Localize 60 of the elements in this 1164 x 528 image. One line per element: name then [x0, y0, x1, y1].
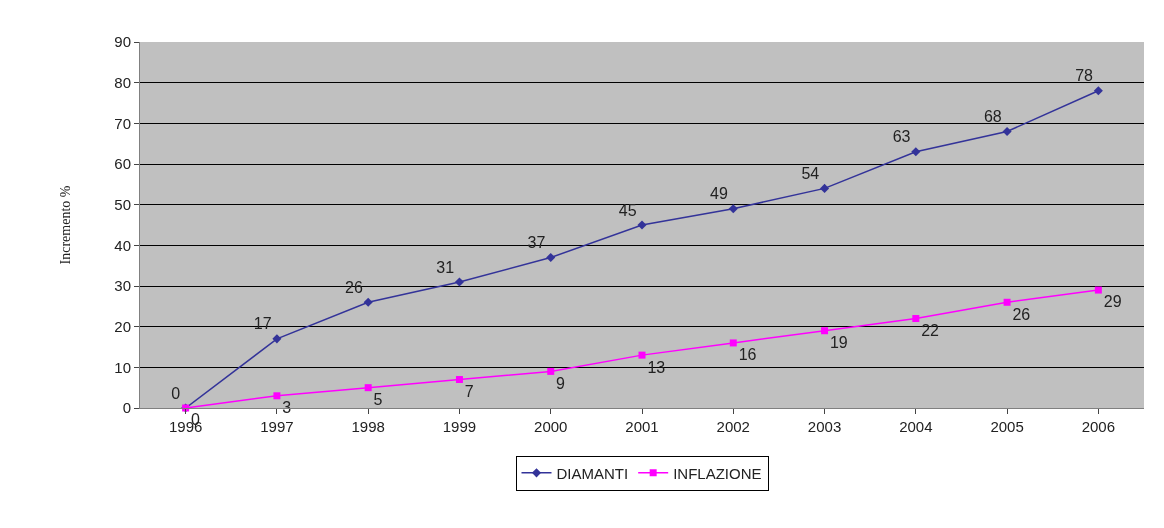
data-label: 54	[801, 165, 820, 183]
point	[638, 351, 646, 359]
point	[272, 334, 282, 344]
point	[637, 220, 647, 230]
x-tick-label: 1999	[442, 418, 477, 435]
point	[454, 277, 464, 287]
x-tick-label: 2002	[716, 418, 750, 435]
x-tick-label: 1998	[351, 418, 385, 435]
point	[729, 339, 737, 347]
point	[363, 297, 373, 307]
x-tick-label: 2001	[625, 418, 659, 435]
point	[1094, 286, 1102, 294]
data-label: 78	[1075, 67, 1094, 85]
data-label: 7	[464, 382, 474, 400]
point	[273, 392, 281, 400]
x-tick-label: 1997	[260, 418, 294, 435]
data-label: 9	[556, 374, 566, 392]
point	[547, 367, 555, 375]
x-tick-label: 2005	[990, 418, 1024, 435]
point	[1002, 126, 1012, 137]
point	[1093, 86, 1103, 96]
point	[821, 327, 829, 335]
x-tick-label: 2003	[807, 418, 842, 435]
y-axis-title: Incremento %	[57, 185, 73, 265]
data-label: 22	[921, 321, 940, 339]
data-label: 19	[829, 334, 848, 352]
x-tick-label: 2006	[1081, 418, 1116, 435]
y-tick-label: 20	[114, 317, 131, 335]
y-tick-label: 60	[114, 155, 131, 173]
data-label: 29	[1103, 293, 1122, 311]
y-tick-label: 50	[114, 195, 131, 213]
point	[546, 252, 556, 263]
data-label: 31	[436, 258, 455, 276]
y-tick-label: 70	[114, 114, 131, 132]
y-tick-label: 80	[114, 73, 131, 91]
x-tick-label: 2004	[899, 418, 933, 435]
y-tick-label: 40	[114, 236, 131, 254]
point	[455, 376, 463, 384]
point	[820, 183, 830, 193]
legend-label: INFLAZIONE	[673, 464, 762, 482]
point	[1003, 298, 1011, 306]
y-tick-label: 90	[114, 33, 131, 51]
point	[911, 147, 921, 157]
legend-label: DIAMANTI	[556, 464, 629, 482]
data-label: 16	[738, 346, 757, 364]
point	[364, 384, 372, 392]
data-label: 68	[983, 108, 1002, 126]
data-label: 0	[171, 384, 181, 402]
data-label: 45	[618, 201, 637, 219]
x-tick-label: 2000	[534, 418, 568, 435]
data-label: 5	[373, 391, 383, 409]
data-label: 49	[710, 185, 728, 203]
y-tick-label: 10	[114, 358, 131, 376]
point	[728, 204, 738, 214]
y-tick-label: 0	[122, 399, 131, 417]
y-tick-label: 30	[114, 277, 131, 295]
data-label: 26	[1012, 305, 1031, 323]
point	[912, 315, 920, 323]
data-label: 3	[282, 399, 292, 417]
data-label: 63	[892, 128, 911, 146]
